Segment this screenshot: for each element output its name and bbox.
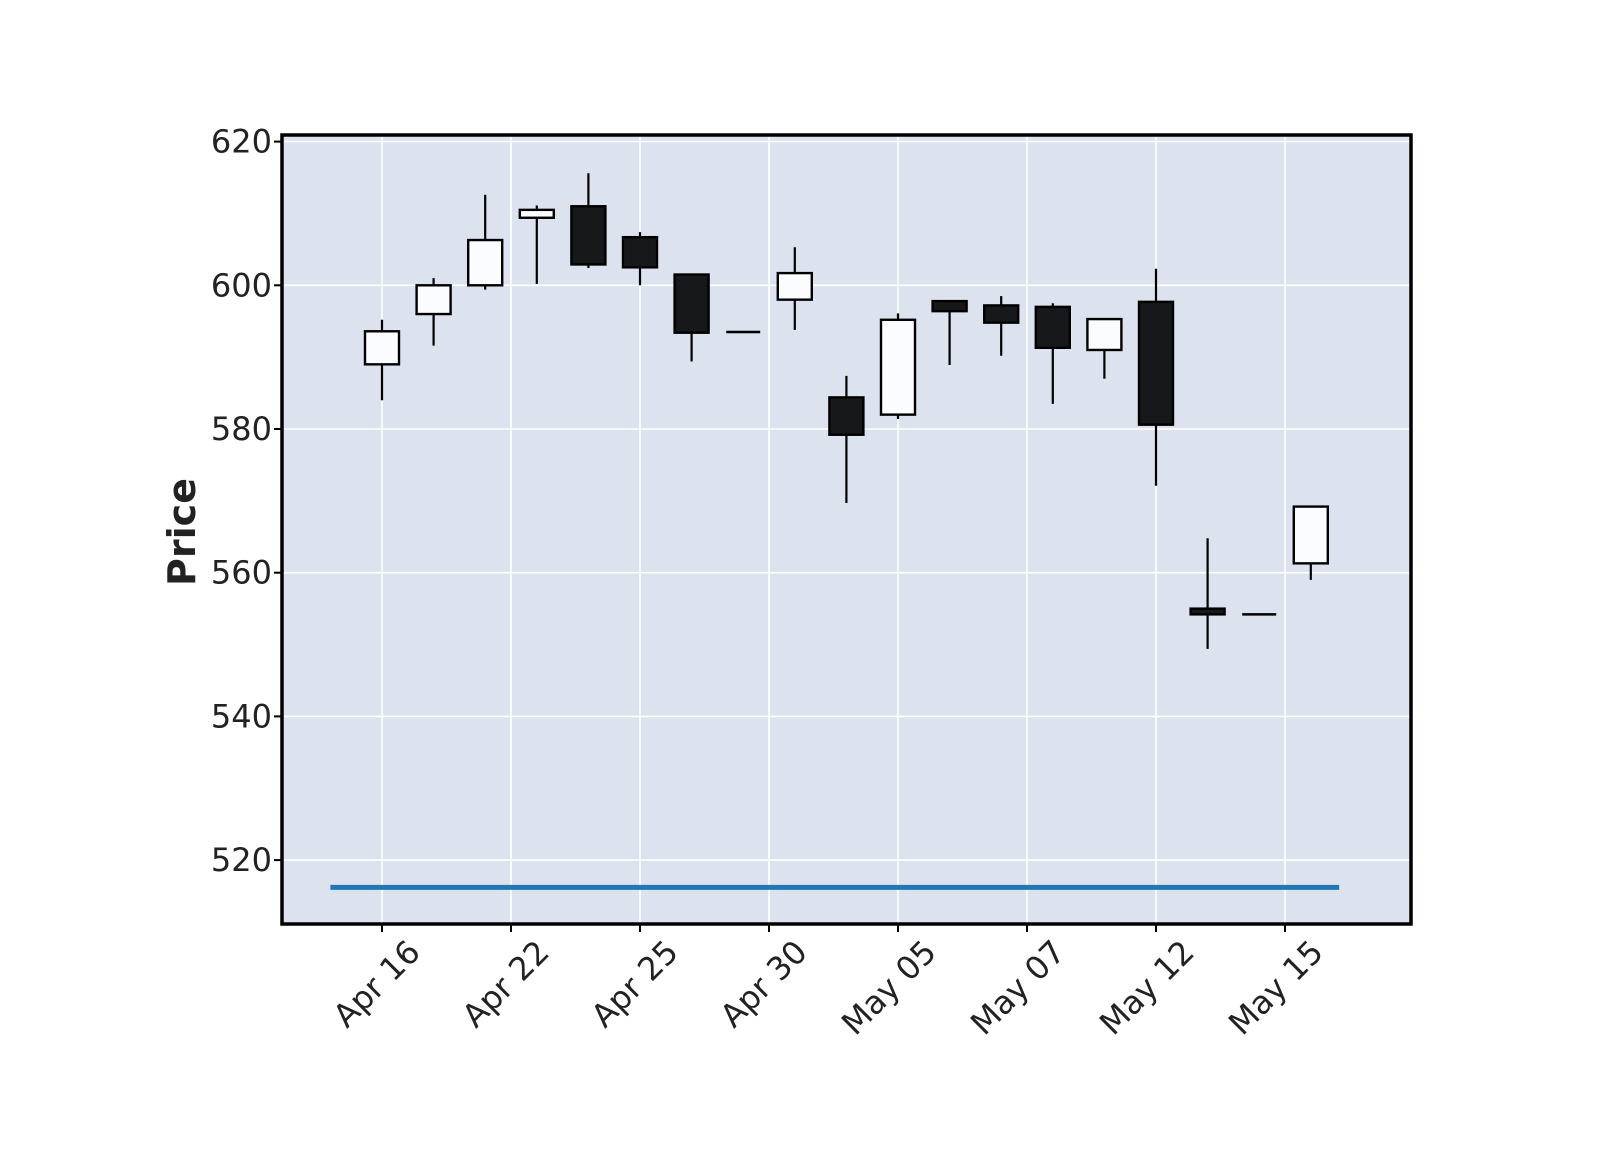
y-tick-label: 620 [211, 123, 272, 161]
y-tick-label: 580 [211, 410, 272, 448]
candle [467, 194, 504, 290]
candle [1034, 303, 1072, 404]
x-tick-label: Apr 22 [455, 933, 557, 1035]
candle-body [931, 299, 968, 313]
candle-body [1137, 300, 1175, 426]
candle-body [621, 235, 659, 269]
y-axis-label: Price [160, 478, 204, 586]
x-tick-label: Apr 30 [713, 933, 815, 1035]
candle-body [415, 284, 452, 316]
x-tick-label: May 07 [963, 933, 1073, 1043]
x-tick-label: Apr 25 [584, 933, 686, 1035]
plot-background [282, 135, 1411, 924]
y-axis: 520 540 560 580 600 620 [211, 123, 282, 879]
candle [828, 375, 865, 504]
y-tick-label: 520 [211, 841, 272, 879]
candle-body [776, 271, 813, 301]
candle [879, 313, 917, 419]
candle-body [570, 205, 607, 266]
y-tick-label: 600 [211, 266, 272, 304]
candle [1137, 268, 1175, 486]
candle [518, 205, 555, 284]
x-tick-label: May 15 [1221, 933, 1331, 1043]
candle [776, 247, 813, 330]
plot-frame [280, 133, 1413, 926]
candle [983, 296, 1020, 356]
candle-body [363, 330, 401, 366]
candle-body [1086, 317, 1123, 352]
candles [363, 173, 1330, 649]
candle-body [673, 273, 710, 334]
candle-body [1292, 505, 1330, 565]
candle-body [1189, 607, 1226, 616]
y-tick-label: 560 [211, 554, 272, 592]
x-tick-label: May 05 [834, 933, 944, 1043]
candle [363, 319, 401, 401]
candle-body [879, 318, 917, 416]
candle [415, 278, 452, 346]
x-tick-label: Apr 16 [326, 933, 428, 1035]
candle-body [828, 396, 865, 436]
x-tick-label: May 12 [1092, 933, 1202, 1043]
candle [570, 173, 607, 269]
candle [1292, 505, 1330, 580]
grid [282, 135, 1411, 924]
candle [621, 232, 659, 286]
candle-body [983, 304, 1020, 324]
candle-body [518, 208, 555, 219]
candle-body [1034, 305, 1072, 350]
candle [1189, 538, 1226, 649]
candle [1086, 317, 1123, 379]
y-tick-label: 540 [211, 697, 272, 735]
candle-body [467, 238, 504, 287]
candle [931, 299, 968, 366]
x-axis: Apr 16 Apr 22 Apr 25 Apr 30 May 05 May 07 May … [326, 924, 1331, 1042]
candle [673, 273, 710, 362]
